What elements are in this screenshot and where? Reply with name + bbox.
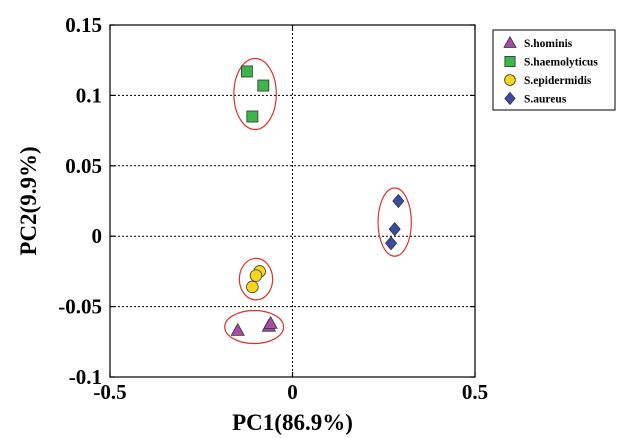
- cluster-ellipse-s-hominis: [224, 309, 285, 345]
- y-tick-label: 0.1: [76, 83, 102, 107]
- grid-lines: [110, 25, 475, 377]
- y-tick-label: 0.15: [65, 13, 102, 37]
- legend-marker-s-epidermidis: [504, 74, 516, 86]
- legend-label-s-epidermidis: S.epidermidis: [524, 75, 592, 87]
- data-points: [230, 65, 405, 336]
- point-s-epidermidis: [246, 280, 259, 294]
- cluster-ellipse-s-aureus: [377, 187, 412, 257]
- cluster-ellipses: [224, 57, 412, 345]
- point-s-hominis: [263, 315, 278, 329]
- legend-marker-s-aureus: [504, 91, 516, 106]
- point-s-haemolyticus: [246, 110, 259, 123]
- legend-marker-s-haemolyticus: [504, 56, 516, 68]
- axis-ticks: -0.1 -0.05 0 0.05 0.1 0.15 -0.5 0 0.5: [58, 13, 488, 404]
- point-s-epidermidis: [249, 269, 263, 282]
- y-tick-label: 0: [92, 224, 103, 248]
- x-axis-title: PC1(86.9%): [232, 410, 353, 435]
- cluster-ellipse-s-haemolyticus: [233, 57, 277, 131]
- legend-label-s-haemolyticus: S.haemolyticus: [524, 57, 598, 69]
- point-s-aureus: [392, 193, 405, 209]
- point-s-haemolyticus: [240, 65, 253, 78]
- legend-label-s-hominis: S.hominis: [524, 38, 573, 50]
- point-s-haemolyticus: [257, 79, 270, 92]
- point-s-hominis: [230, 322, 245, 336]
- legend-label-s-aureus: S.aureus: [524, 94, 567, 106]
- x-tick-label: -0.5: [93, 380, 126, 404]
- legend: S.hominis S.haemolyticus S.epidermidis S.au…: [492, 29, 616, 111]
- point-s-aureus: [388, 222, 401, 237]
- cluster-ellipse-s-epidermidis: [238, 257, 274, 301]
- legend-marker-s-hominis: [503, 35, 517, 48]
- y-tick-label: -0.1: [69, 365, 102, 389]
- x-tick-label: 0: [287, 380, 298, 404]
- y-axis-title: PC2(9.9%): [16, 146, 41, 255]
- x-tick-label: 0.5: [462, 380, 488, 404]
- y-tick-label: 0.05: [65, 154, 102, 178]
- y-tick-label: -0.05: [58, 295, 102, 319]
- point-s-aureus: [385, 236, 398, 251]
